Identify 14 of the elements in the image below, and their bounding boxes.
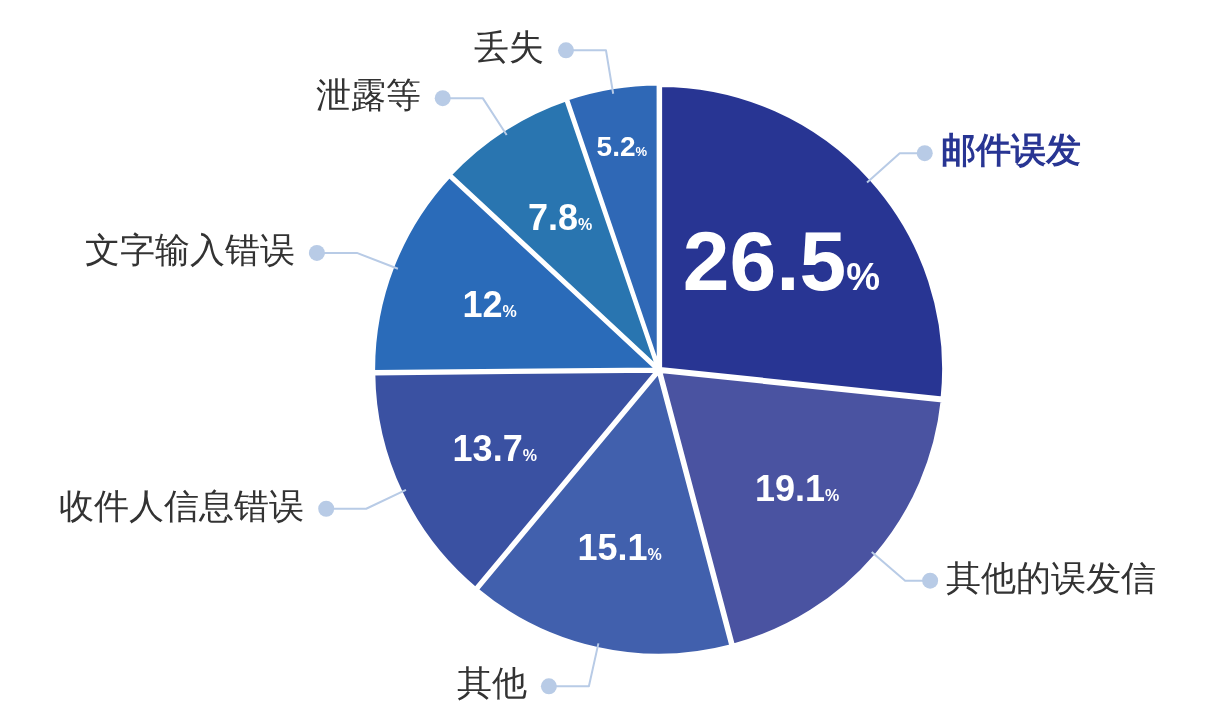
slice-label: 文字输入错误 [84,230,295,270]
data-label: 15.1% [577,527,662,569]
data-label: 13.7% [452,427,537,469]
slice-label: 其他的误发信 [946,557,1157,598]
slice-label: 邮件误发 [940,130,1081,171]
slice-label: 其他 [456,663,527,704]
data-label: 12% [462,284,517,326]
slice-label: 泄露等 [315,75,421,116]
data-label: 19.1% [754,468,840,510]
data-label: 7.8% [527,197,593,239]
data-label: 26.5% [682,214,881,308]
data-label: 5.2% [596,130,648,162]
slice-label: 丢失 [473,27,544,68]
slice-label: 收件人信息错误 [59,485,305,526]
